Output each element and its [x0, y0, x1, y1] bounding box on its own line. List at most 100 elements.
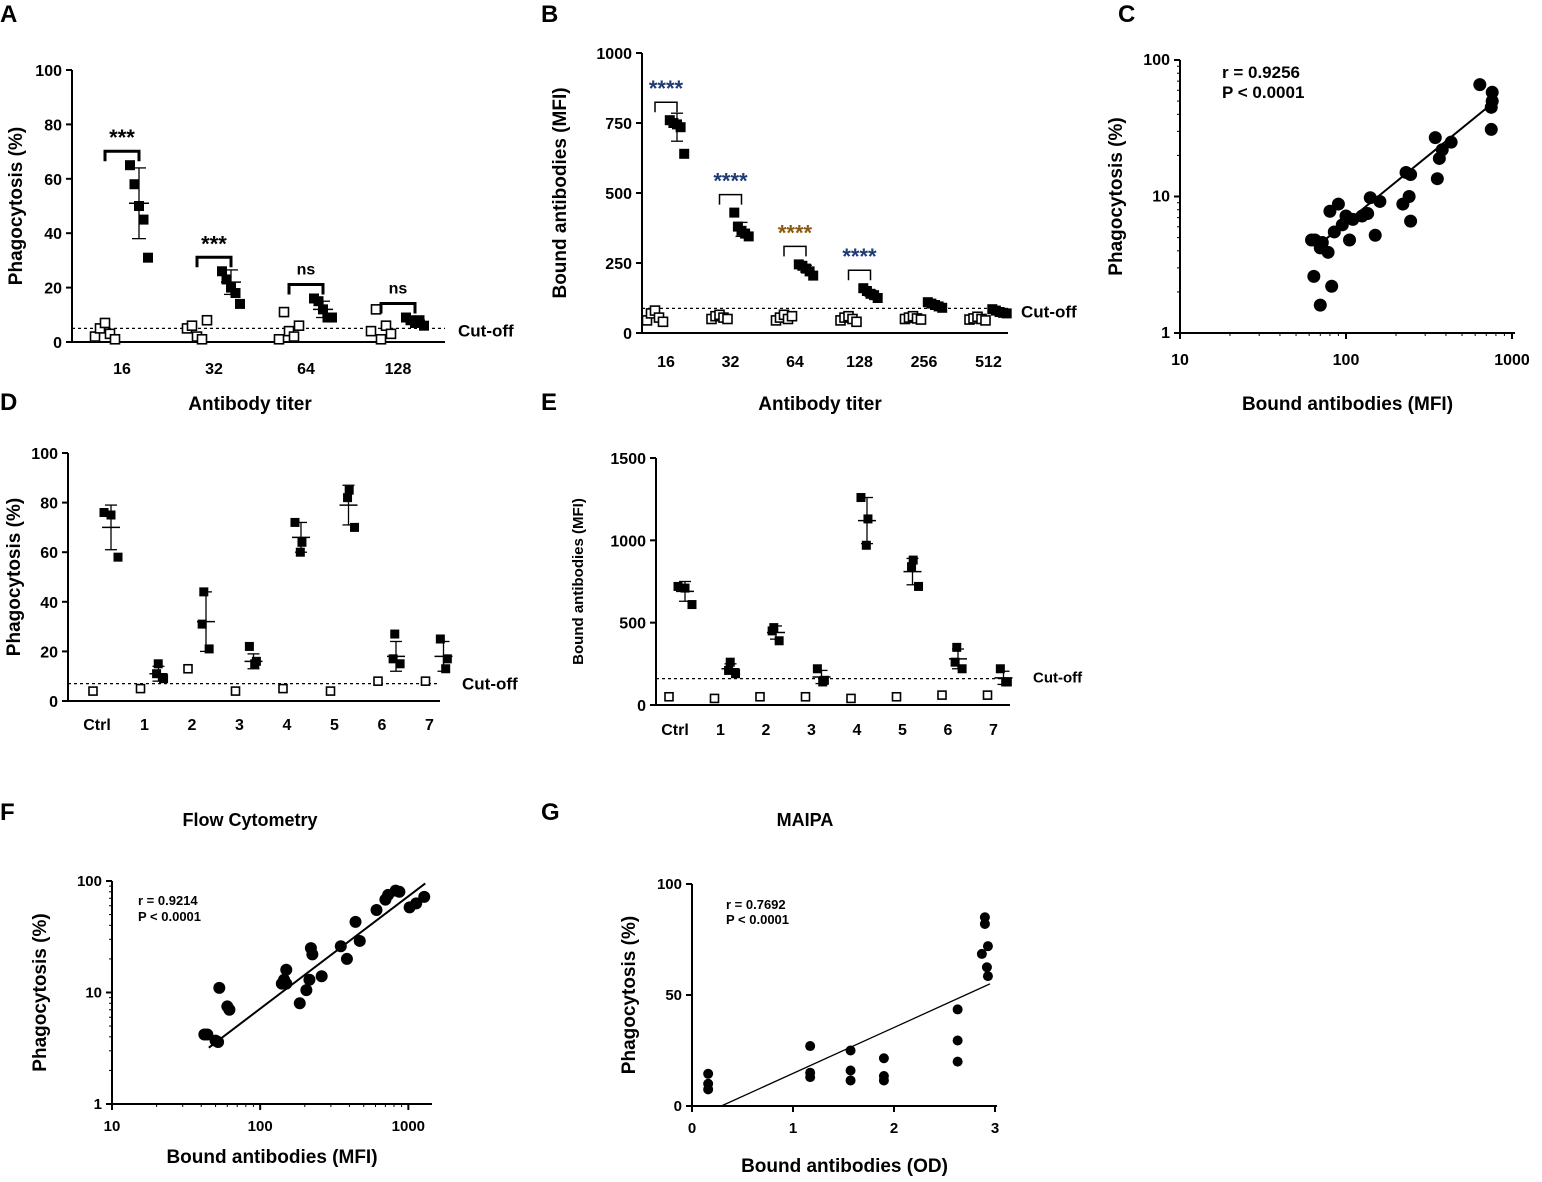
filled-square-point — [204, 644, 214, 654]
open-square-point — [135, 683, 146, 694]
y-tick-label: 1500 — [610, 451, 646, 468]
y-tick-label: 500 — [619, 616, 646, 633]
y-tick-label: 1000 — [596, 46, 632, 63]
y-tick-label: 1000 — [610, 533, 646, 550]
x-axis-title: Antibody titer — [188, 394, 312, 415]
filled-square-point — [143, 252, 153, 263]
filled-square-point — [872, 293, 883, 303]
data-point — [703, 1068, 714, 1079]
x-tick-label: 6 — [944, 722, 953, 739]
y-tick-label: 0 — [623, 326, 632, 343]
filled-square-point — [244, 641, 254, 651]
y-axis-title: Bound antibodies (MFI) — [550, 87, 571, 298]
open-square-point — [657, 316, 669, 328]
filled-square-point — [217, 266, 227, 277]
open-square-point — [278, 306, 290, 318]
y-tick-label: 60 — [44, 172, 62, 189]
panel-e: E 0 500 1000 1500 Ctrl 1 2 3 4 5 6 7 Bound antibodies… — [541, 389, 1083, 739]
data-point — [878, 1053, 889, 1064]
y-tick-label: 100 — [657, 876, 682, 893]
open-square-point — [230, 686, 241, 696]
filled-square-point — [297, 537, 307, 547]
data-point — [1473, 78, 1487, 92]
filled-square-point — [937, 302, 948, 313]
data-point — [349, 915, 362, 928]
filled-square-point — [952, 642, 962, 652]
x-tick-label: 5 — [898, 722, 907, 739]
x-tick-label: Ctrl — [661, 722, 689, 739]
p-value: P < 0.0001 — [726, 912, 789, 927]
filled-square-point — [350, 522, 360, 532]
x-tick-label: 3 — [807, 722, 816, 739]
filled-square-point — [129, 179, 140, 190]
panel-g: G MAIPA 0 1 2 3 0 50 100 Phagocytosis (%) Bound an… — [541, 799, 999, 1177]
y-tick-label: 0 — [53, 335, 62, 352]
cutoff-label: Cut-off — [1033, 670, 1083, 687]
filled-square-point — [914, 581, 924, 591]
significance-bracket — [783, 245, 807, 257]
significance-label: *** — [201, 231, 227, 256]
filled-square-point — [395, 659, 405, 669]
open-square-point — [370, 304, 382, 315]
x-tick-label: 64 — [297, 361, 315, 378]
y-tick-label: 1 — [94, 1096, 102, 1113]
correlation-r: r = 0.9214 — [138, 893, 198, 908]
chart-title: MAIPA — [777, 810, 834, 830]
data-point — [1363, 191, 1377, 205]
x-tick-label: 4 — [853, 722, 862, 739]
significance-label: **** — [778, 220, 813, 245]
y-axis-title: Bound antibodies (MFI) — [570, 498, 587, 665]
data-point — [1396, 197, 1410, 211]
x-tick-label: 1 — [140, 717, 149, 734]
x-tick-label: 4 — [283, 717, 292, 734]
filled-square-point — [812, 664, 822, 674]
data-point — [952, 1035, 963, 1046]
open-square-point — [278, 683, 288, 694]
open-square-point — [937, 690, 947, 700]
data-point — [393, 885, 406, 898]
data-point — [1444, 135, 1458, 149]
y-axis-title: Phagocytosis (%) — [30, 913, 51, 1071]
x-tick-label: 1 — [716, 722, 725, 739]
data-point — [223, 1003, 236, 1016]
filled-square-point — [863, 514, 873, 524]
x-tick-label: 512 — [975, 354, 1002, 371]
panel-letter: G — [541, 799, 560, 826]
y-tick-label: 80 — [44, 117, 62, 134]
open-square-point — [385, 328, 397, 340]
y-tick-label: 10 — [85, 985, 102, 1002]
significance-bracket — [847, 269, 872, 281]
filled-square-point — [995, 664, 1005, 674]
y-tick-label: 750 — [605, 116, 632, 133]
filled-square-point — [344, 485, 354, 495]
open-square-point — [420, 676, 431, 686]
y-axis-title: Phagocytosis (%) — [619, 916, 640, 1074]
x-tick-label: 7 — [989, 722, 998, 739]
x-axis-title: Bound antibodies (MFI) — [166, 1147, 377, 1168]
data-point — [293, 997, 306, 1010]
x-tick-label: 32 — [722, 354, 740, 371]
significance-label: **** — [713, 169, 748, 194]
significance-bracket — [654, 101, 678, 113]
data-point — [976, 948, 987, 959]
data-point — [1430, 172, 1444, 186]
panel-letter: D — [0, 389, 17, 416]
filled-square-point — [729, 207, 740, 218]
data-point — [1404, 214, 1418, 228]
x-tick-label: 16 — [113, 361, 131, 378]
significance-label: **** — [842, 244, 877, 269]
y-tick-label: 250 — [605, 256, 632, 273]
panel-letter: C — [1118, 1, 1135, 28]
filled-square-point — [390, 629, 400, 639]
data-point — [1327, 225, 1341, 239]
data-point — [845, 1065, 856, 1076]
data-point — [1331, 197, 1345, 211]
data-point — [982, 971, 993, 982]
filled-square-point — [343, 493, 353, 503]
cutoff-label: Cut-off — [458, 321, 514, 340]
x-tick-label: 7 — [425, 717, 434, 734]
y-axis-title: Phagocytosis (%) — [4, 498, 25, 656]
y-tick-label: 0 — [637, 698, 646, 715]
x-tick-label: 10 — [1171, 352, 1189, 369]
